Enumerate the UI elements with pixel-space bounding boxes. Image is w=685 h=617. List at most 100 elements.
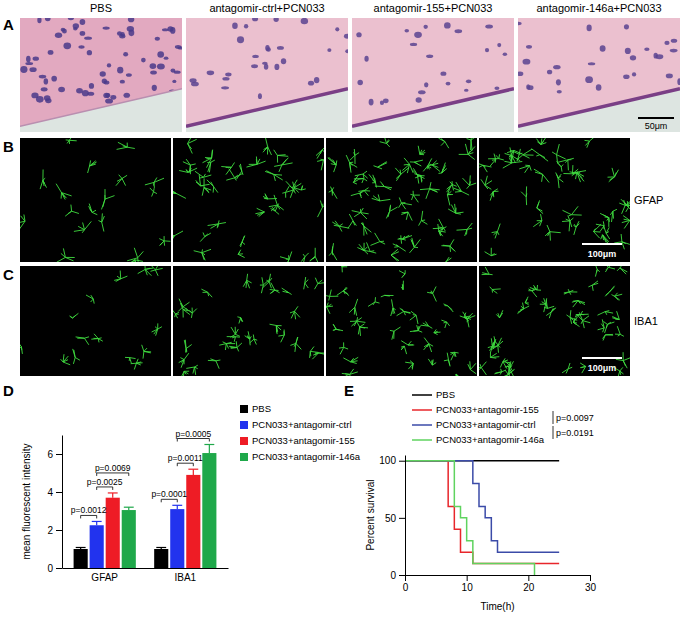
- cell: [173, 308, 179, 318]
- nucleus: [141, 58, 146, 63]
- nucleus: [45, 18, 51, 21]
- cell: [65, 205, 79, 217]
- cell: [490, 154, 496, 166]
- nucleus: [557, 90, 562, 94]
- tick: 0: [403, 575, 409, 593]
- nucleus: [281, 58, 286, 64]
- cell: [622, 216, 630, 229]
- nucleus: [172, 80, 176, 83]
- tick-mark: [528, 575, 529, 581]
- if-background: [326, 266, 477, 376]
- error-bar-cap: [108, 492, 118, 493]
- p-value: p=0.0011: [168, 453, 203, 463]
- cell: [315, 278, 325, 290]
- cell: [459, 144, 475, 160]
- tick: 100: [379, 455, 405, 466]
- legend-swatch: [412, 394, 432, 396]
- cell: [439, 138, 449, 148]
- nucleus: [314, 77, 319, 83]
- axis-title: mean fluorescent intensity: [21, 443, 32, 559]
- cell: [434, 329, 441, 334]
- nucleus: [33, 57, 39, 61]
- nucleus: [446, 82, 451, 86]
- p-value: p=0.0069: [95, 463, 131, 473]
- cell: [460, 312, 475, 328]
- column-header: antagomir-146a+PCN033: [536, 2, 661, 14]
- tissue: [352, 18, 514, 132]
- tick-label: 30: [585, 582, 597, 593]
- bar: [106, 498, 120, 568]
- nucleus: [120, 80, 125, 84]
- cell: [86, 295, 94, 304]
- cell: [310, 347, 319, 358]
- cell: [399, 270, 405, 278]
- axis-line: [405, 456, 406, 576]
- cell: [255, 208, 264, 216]
- cell: [357, 243, 368, 254]
- error-bar: [172, 505, 182, 509]
- nucleus: [677, 78, 680, 85]
- nucleus: [671, 39, 678, 43]
- cell: [401, 346, 407, 354]
- significance-bracket: [97, 473, 129, 476]
- cell: [444, 353, 450, 367]
- cell: [580, 363, 586, 373]
- legend-label: PBS: [436, 389, 455, 400]
- nucleus: [596, 84, 602, 90]
- nucleus: [485, 48, 489, 52]
- panel-label: C: [3, 266, 14, 283]
- tick-label: 4: [47, 487, 53, 498]
- cell: [410, 191, 420, 203]
- cell: [598, 311, 614, 316]
- cell: [572, 301, 585, 308]
- cell: [552, 144, 566, 164]
- significance-bracket: [177, 463, 193, 466]
- cell: [337, 287, 349, 296]
- nucleus: [225, 72, 231, 76]
- nucleus: [107, 63, 111, 67]
- nucleus: [244, 24, 248, 28]
- p-value: p=0.0191: [556, 428, 594, 438]
- bar: [186, 475, 200, 568]
- cell: [605, 286, 614, 297]
- cell: [173, 188, 186, 198]
- nucleus: [207, 70, 215, 75]
- column-header: antagomir-155+PCN033: [374, 2, 493, 14]
- cell: [614, 234, 630, 249]
- legend: PBSPCN033+antagomir-ctrlPCN033+antagomir…: [240, 403, 361, 462]
- nucleus: [587, 25, 592, 32]
- if-background: [20, 266, 171, 376]
- cell: [391, 249, 399, 261]
- cell: [352, 208, 369, 219]
- cell: [89, 204, 98, 215]
- tissue-edge: [352, 89, 514, 127]
- cell: [395, 168, 409, 181]
- cell: [91, 334, 103, 343]
- cell: [208, 220, 226, 228]
- nucleus: [444, 22, 451, 28]
- error-bar-cap: [124, 507, 134, 508]
- nucleus: [308, 81, 314, 86]
- tick-label: IBA1: [174, 572, 196, 583]
- cell: [596, 221, 604, 231]
- significance-bracket: [553, 426, 554, 439]
- cell: [518, 303, 530, 314]
- cell: [505, 361, 512, 370]
- nucleus: [466, 79, 471, 83]
- nucleus: [110, 95, 116, 100]
- cell: [88, 160, 97, 173]
- if-image: [173, 138, 324, 262]
- cell: [195, 171, 211, 178]
- survival-line: [405, 461, 535, 575]
- error-bar: [92, 521, 102, 525]
- scale-bar: [638, 117, 674, 119]
- cell: [66, 138, 77, 144]
- cell: [203, 150, 213, 168]
- cell: [485, 248, 497, 256]
- cell: [371, 233, 386, 246]
- cell: [402, 158, 413, 173]
- legend-swatch: [240, 405, 248, 413]
- tick: 20: [523, 575, 535, 593]
- figure: ABCDEPBSantagomir-ctrl+PCN033antagomir-1…: [0, 0, 685, 617]
- if-image: [479, 138, 630, 262]
